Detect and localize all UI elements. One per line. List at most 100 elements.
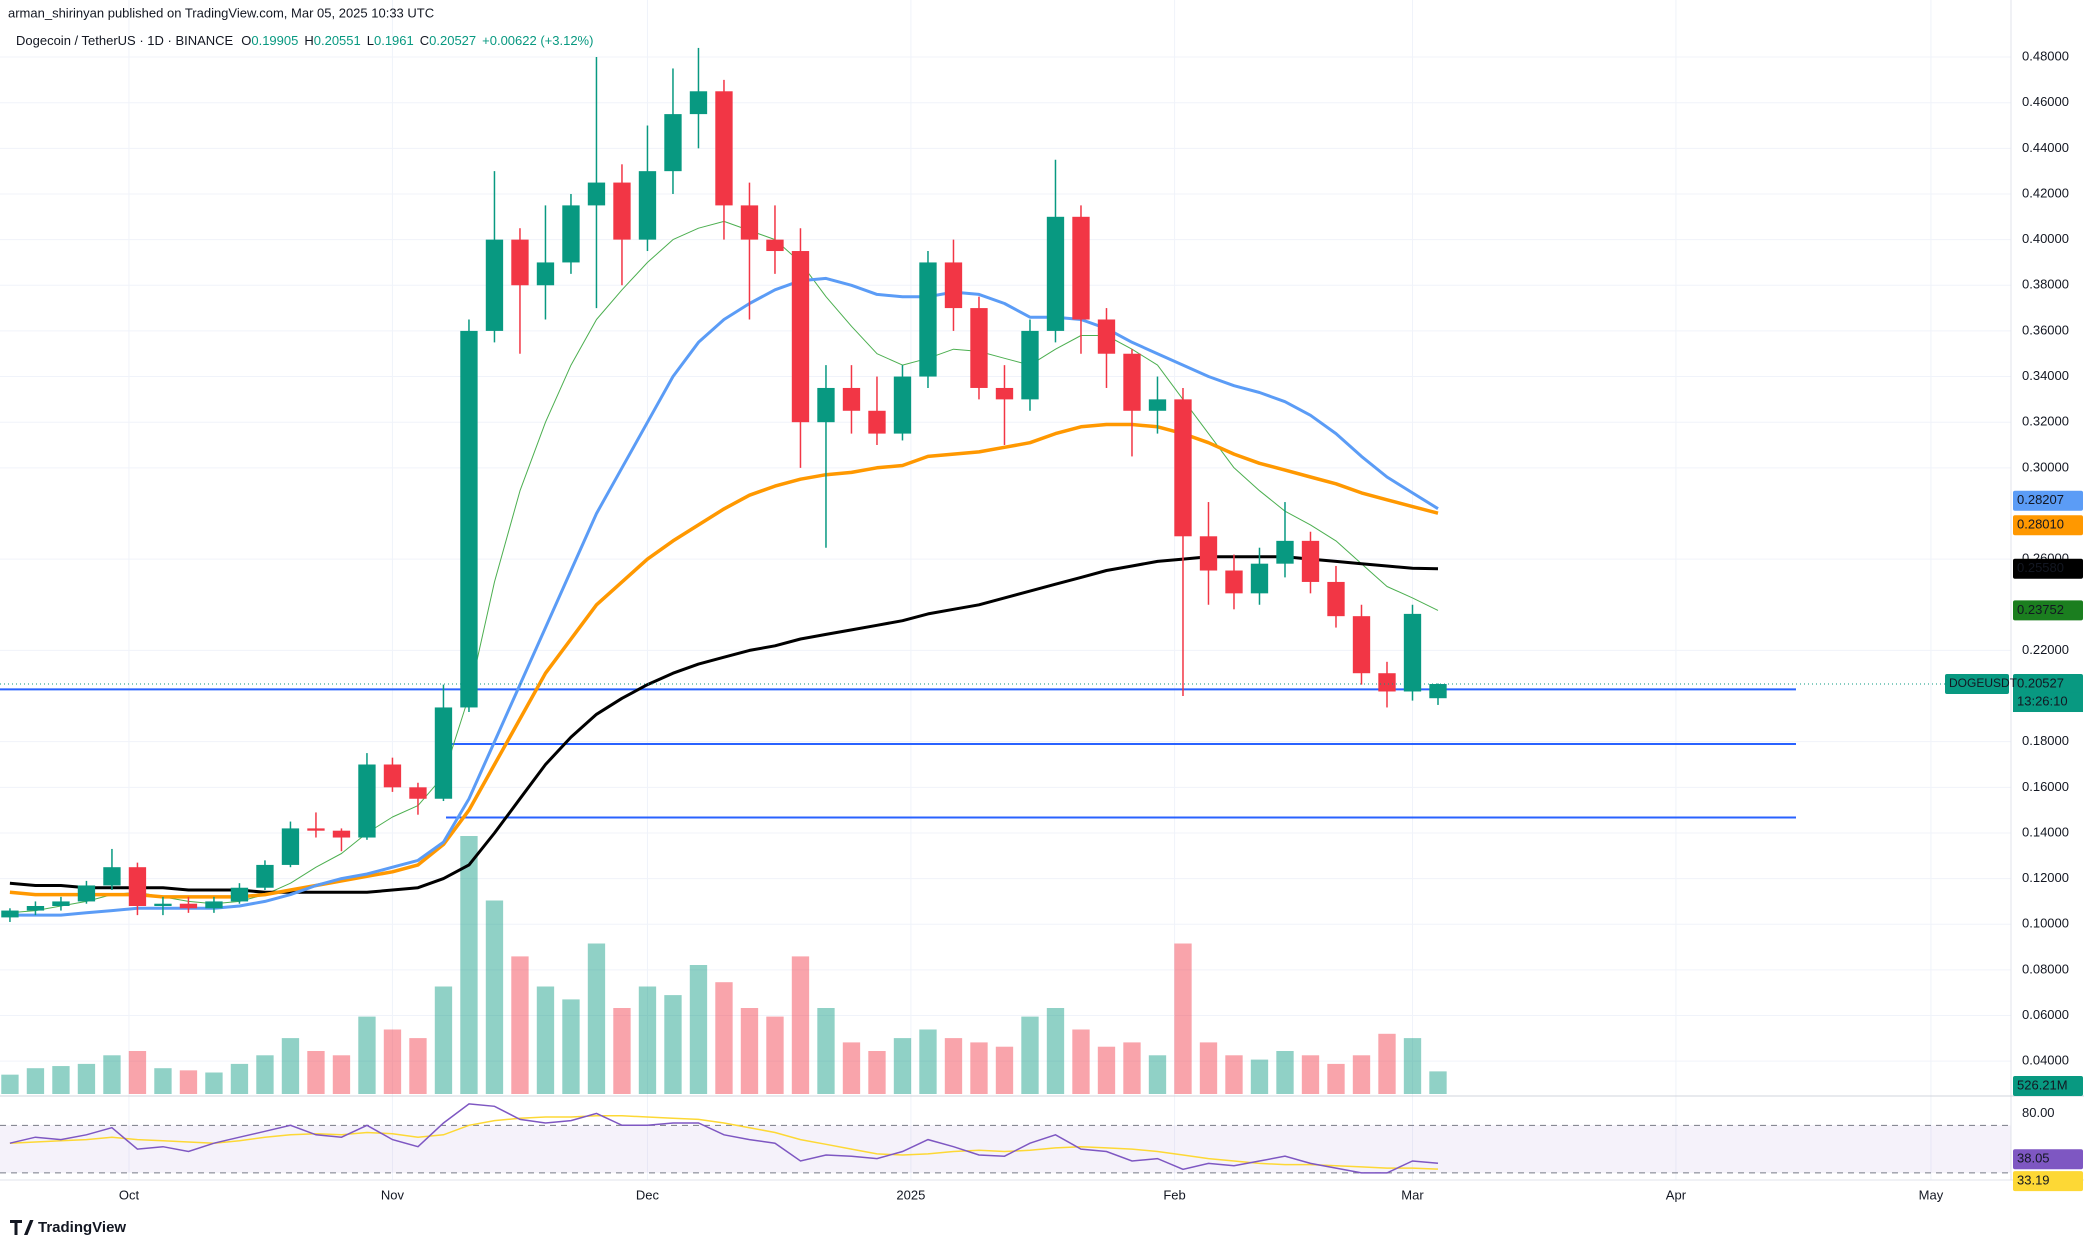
candle-body — [919, 262, 937, 377]
volume-bar — [1276, 1051, 1294, 1094]
candle-body — [281, 828, 300, 865]
candle-body — [511, 239, 529, 286]
rsi-ma-label-box — [2013, 1171, 2083, 1192]
candle-body — [1352, 616, 1371, 674]
x-tick-label: Oct — [119, 1187, 140, 1202]
footer-logo: TradingView — [10, 1219, 126, 1236]
volume-bar — [103, 1055, 121, 1094]
candle-body — [664, 114, 682, 172]
volume-bar — [715, 982, 733, 1094]
candle-body — [689, 91, 708, 115]
volume-bar — [1072, 1029, 1090, 1094]
ma-label-box — [2013, 515, 2083, 536]
volume-bar — [1225, 1055, 1243, 1094]
volume-bar — [383, 1029, 402, 1094]
volume-bar — [970, 1042, 988, 1094]
candle-body — [1097, 319, 1116, 354]
volume-bar — [1378, 1033, 1396, 1094]
candle-body — [383, 764, 402, 788]
published-line: arman_shirinyan published on TradingView… — [8, 5, 434, 20]
y-tick-label: 0.42000 — [2022, 185, 2069, 200]
candle-body — [1378, 673, 1396, 692]
candle-body — [332, 830, 351, 838]
volume-bar — [256, 1055, 274, 1094]
candle-body — [460, 330, 478, 708]
volume-bar — [77, 1063, 96, 1094]
candle-body — [1225, 570, 1243, 594]
ma-label: 0.28010 — [2017, 517, 2064, 532]
candle-body — [1429, 684, 1447, 699]
volume-bar — [128, 1051, 147, 1094]
candle-body — [205, 901, 223, 909]
y-tick-label: 0.04000 — [2022, 1053, 2069, 1068]
volume-bar — [205, 1072, 223, 1094]
candle-body — [562, 205, 580, 263]
y-tick-label: 0.32000 — [2022, 414, 2069, 429]
candle-body — [26, 905, 45, 911]
ma-label-box — [2013, 558, 2083, 579]
candle-body — [1072, 216, 1090, 320]
symbol-label: DOGEUSDT — [1949, 676, 2018, 690]
ma-label: 0.23752 — [2017, 602, 2064, 617]
volume-bar — [562, 999, 580, 1094]
volume-bar — [1403, 1038, 1422, 1094]
candle-body — [103, 867, 121, 886]
volume-bar — [307, 1051, 325, 1094]
candle-body — [307, 828, 325, 831]
volume-bar — [664, 995, 682, 1094]
x-tick-label: Mar — [1401, 1187, 1424, 1202]
x-tick-label: May — [1919, 1187, 1944, 1202]
y-tick-label: 0.40000 — [2022, 231, 2069, 246]
ma-label: 0.25580 — [2017, 560, 2064, 575]
y-tick-label: 0.22000 — [2022, 642, 2069, 657]
symbol-box — [1945, 674, 2009, 695]
candle-body — [1250, 563, 1269, 594]
ohlc-letter: C — [420, 33, 429, 48]
change: +0.00622 (+3.12%) — [482, 33, 593, 48]
y-tick-label: 0.38000 — [2022, 277, 2069, 292]
volume-bar — [638, 986, 657, 1094]
candle-body — [1276, 540, 1294, 564]
last-price-label: 0.20527 — [2017, 675, 2064, 690]
candle-body — [256, 864, 274, 888]
x-tick-label: Nov — [381, 1187, 405, 1202]
y-tick-label: 0.06000 — [2022, 1007, 2069, 1022]
volume-bar — [332, 1055, 351, 1094]
candle-body — [1327, 581, 1345, 617]
rsi-line — [9, 1115, 1439, 1170]
y-tick-label: 0.30000 — [2022, 459, 2069, 474]
candle-body — [1, 910, 19, 918]
candle-body — [1148, 399, 1167, 411]
ohlc-letter: L — [367, 33, 374, 48]
ohlc-letter: H — [304, 33, 313, 48]
volume-bar — [1174, 943, 1192, 1094]
volume-bar — [1352, 1055, 1371, 1094]
volume-bar — [791, 956, 810, 1094]
candle-body — [740, 205, 759, 240]
volume-bar — [919, 1029, 937, 1094]
x-tick-label: Apr — [1666, 1187, 1687, 1202]
volume-bar — [1097, 1046, 1116, 1094]
volume-bar — [1250, 1059, 1269, 1094]
candle-body — [1301, 540, 1320, 582]
y-tick-label: 0.10000 — [2022, 916, 2069, 931]
candle-body — [766, 239, 784, 252]
candle-body — [1021, 330, 1039, 400]
candle-body — [970, 308, 988, 388]
moving-average — [9, 276, 1439, 917]
candle-body — [715, 91, 733, 206]
grid — [0, 0, 2011, 1180]
volume-bar — [154, 1068, 172, 1094]
candle-body — [1046, 216, 1065, 331]
y-tick-label: 0.12000 — [2022, 870, 2069, 885]
candle-body — [128, 867, 147, 906]
symbol-title: Dogecoin / TetherUS · 1D · BINANCE — [16, 33, 234, 48]
volume-bar — [536, 986, 555, 1094]
x-tick-label: Feb — [1163, 1187, 1185, 1202]
volume-bar — [1327, 1063, 1345, 1094]
volume-bar — [281, 1038, 300, 1094]
candle-body — [842, 387, 861, 411]
ohlc-letter: O — [241, 33, 251, 48]
y-tick-label: 0.36000 — [2022, 322, 2069, 337]
